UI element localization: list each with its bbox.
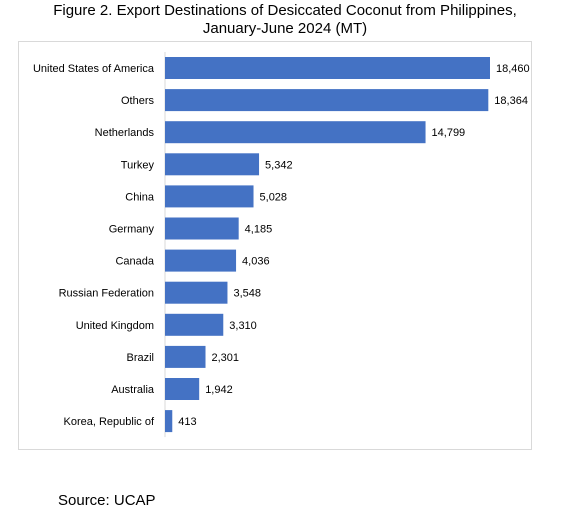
data-label: 1,942 — [205, 384, 233, 396]
data-label: 5,028 — [260, 191, 288, 203]
bar — [165, 57, 490, 79]
chart-title-line-2: January-June 2024 (MT) — [202, 20, 368, 37]
bar — [165, 89, 489, 112]
category-label: United States of America — [33, 63, 155, 75]
data-label: 2,301 — [212, 352, 240, 364]
bar-chart: United States of America 18,460 Others 18,3… — [33, 51, 530, 438]
bar — [165, 410, 173, 433]
data-label: 14,799 — [432, 127, 466, 139]
bar — [165, 378, 200, 400]
category-label: United Kingdom — [76, 320, 154, 332]
source-note: Source: UCAP — [58, 492, 156, 509]
bar — [165, 313, 224, 336]
bar — [165, 249, 237, 272]
bar — [165, 281, 228, 304]
bar — [165, 217, 239, 240]
data-label: 3,548 — [233, 288, 261, 300]
category-label: China — [125, 191, 155, 203]
data-label: 18,460 — [496, 63, 530, 75]
chart-title: Figure 2. Export Destinations of Desicca… — [0, 2, 570, 38]
category-label: Australia — [111, 384, 155, 396]
bar — [165, 345, 206, 368]
bar — [165, 185, 254, 208]
data-label: 4,185 — [245, 224, 273, 236]
bar — [165, 153, 260, 176]
category-label: Korea, Republic of — [64, 416, 155, 428]
category-label: Brazil — [126, 352, 154, 364]
data-label: 4,036 — [242, 256, 270, 268]
category-label: Canada — [115, 256, 154, 268]
category-label: Russian Federation — [59, 288, 154, 300]
data-label: 413 — [178, 416, 196, 428]
data-label: 5,342 — [265, 159, 293, 171]
data-label: 3,310 — [229, 320, 257, 332]
category-label: Others — [121, 95, 155, 107]
category-label: Turkey — [121, 159, 155, 171]
chart-area: United States of America 18,460 Others 18,3… — [18, 41, 532, 450]
category-label: Netherlands — [95, 127, 155, 139]
bar — [165, 121, 426, 144]
chart-title-line-1: Figure 2. Export Destinations of Desicca… — [53, 2, 517, 19]
category-label: Germany — [109, 224, 155, 236]
data-label: 18,364 — [494, 95, 528, 107]
